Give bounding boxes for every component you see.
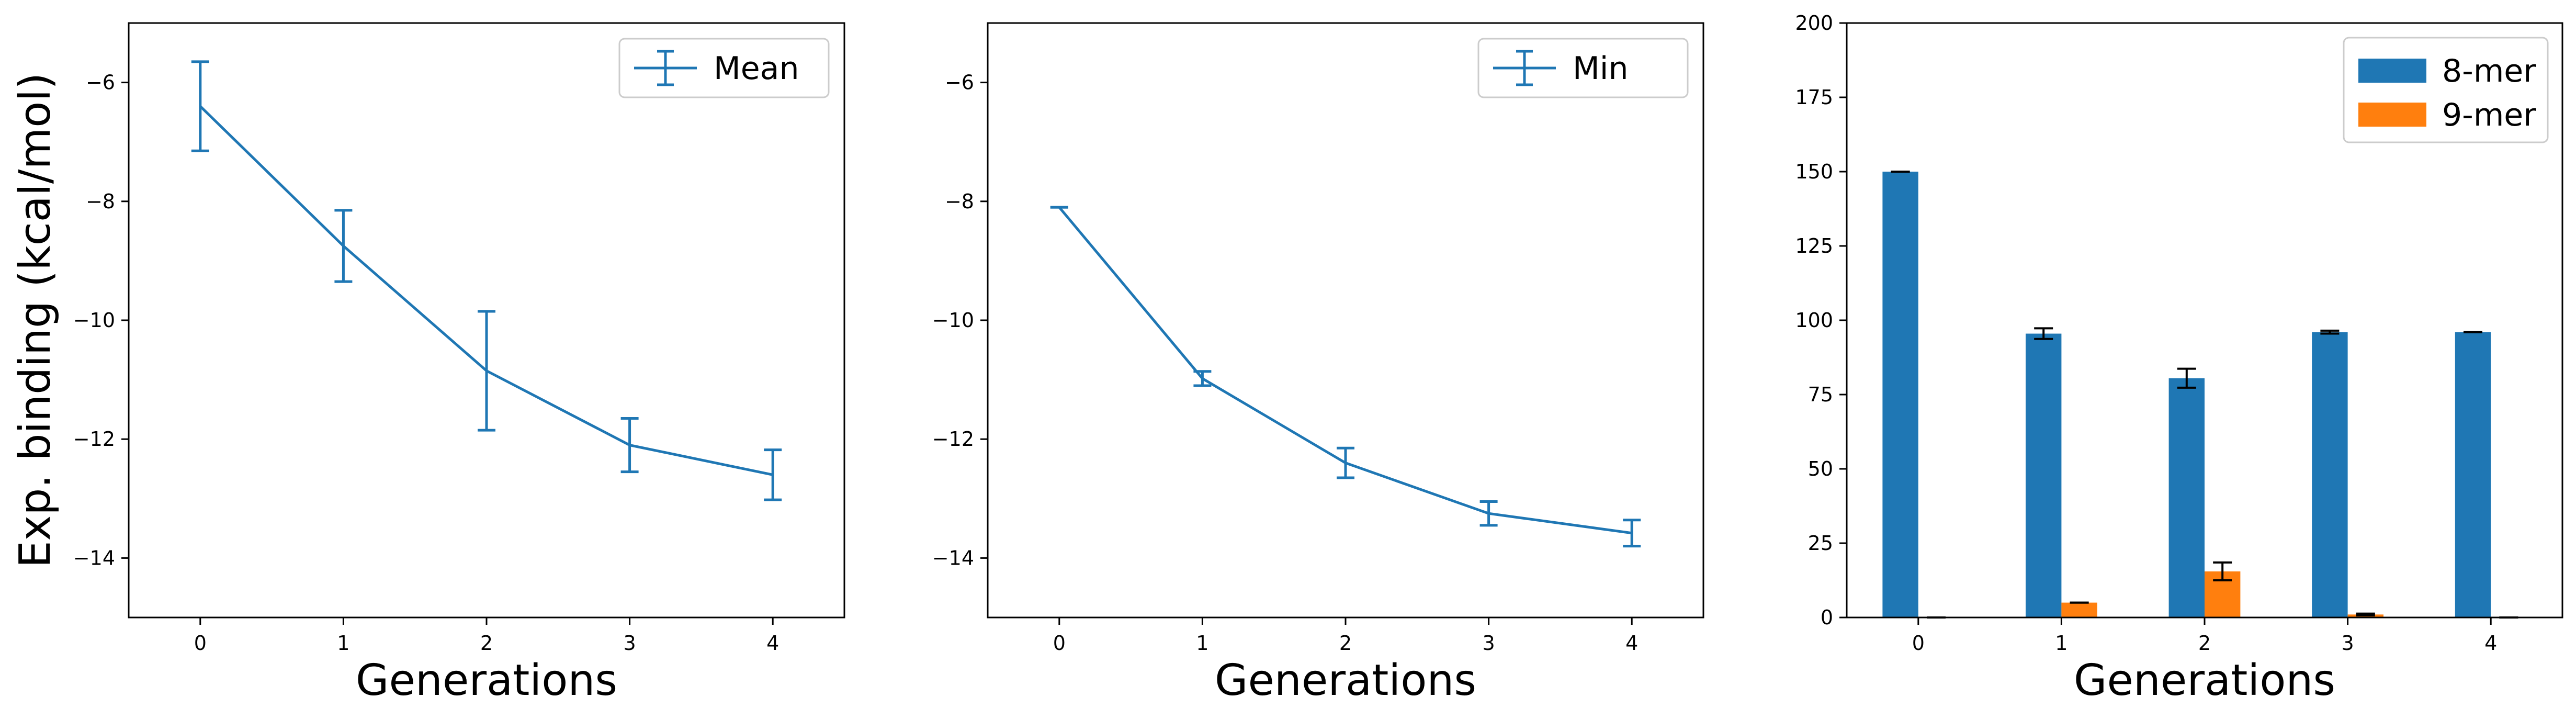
min-y-tick-label: −12: [932, 428, 974, 451]
min-x-tick-label: 2: [1339, 632, 1352, 655]
mean-plot-marks: [191, 60, 782, 501]
mean-y-tick-label: −12: [73, 428, 115, 451]
9mer-legend-label: 9-mer: [2442, 97, 2536, 133]
min-panel: 0 1 2 3 4 −6 −8 −10 −12 −14 Generations Min: [932, 22, 1704, 705]
min-legend: Min: [1477, 38, 1689, 98]
count-y-tick-label: 25: [1808, 532, 1833, 555]
count-x-tick-label: 1: [2055, 632, 2067, 655]
min-legend-label: Min: [1573, 50, 1628, 87]
mean-y-tick-label: −8: [86, 190, 115, 213]
count-plot-ticks: 0 1 2 3 4 0 25 50 75 100 125 150 175 200: [1795, 12, 2497, 655]
min-plot-marks: [1050, 206, 1641, 548]
min-x-tick-label: 1: [1196, 632, 1208, 655]
count-y-tick-label: 50: [1808, 457, 1833, 480]
min-x-axis-label: Generations: [1215, 656, 1476, 705]
y-axis-label: Exp. binding (kcal/mol): [10, 73, 60, 568]
8mer-bar: [2455, 332, 2491, 617]
mean-x-tick-label: 1: [337, 632, 349, 655]
min-x-tick-label: 0: [1053, 632, 1066, 655]
mean-plot-ticks: 0 1 2 3 4 −6 −8 −10 −12 −14: [73, 71, 779, 655]
min-y-tick-label: −6: [945, 71, 974, 94]
count-y-tick-label: 200: [1795, 12, 1833, 35]
count-plot-marks: [1882, 171, 2518, 619]
min-y-tick-label: −8: [945, 190, 974, 213]
mean-legend-label: Mean: [714, 50, 799, 87]
8mer-bar: [2168, 378, 2205, 617]
8mer-legend-swatch: [2358, 59, 2426, 83]
count-x-tick-label: 0: [1912, 632, 1925, 655]
count-x-axis-label: Generations: [2074, 656, 2335, 705]
count-legend: 8-mer 9-mer: [2343, 37, 2549, 143]
min-y-tick-label: −14: [932, 546, 974, 569]
mean-y-tick-label: −6: [86, 71, 115, 94]
mean-x-axis-label: Generations: [356, 656, 617, 705]
mean-y-tick-label: −14: [73, 546, 115, 569]
8mer-bar: [1882, 172, 1918, 617]
min-x-tick-label: 4: [1625, 632, 1638, 655]
mean-x-tick-label: 0: [194, 632, 207, 655]
min-x-tick-label: 3: [1483, 632, 1495, 655]
mean-x-tick-label: 3: [624, 632, 636, 655]
9mer-bar: [2061, 602, 2097, 617]
8mer-bar: [2312, 332, 2348, 617]
count-y-tick-label: 100: [1795, 309, 1833, 332]
count-x-tick-label: 4: [2484, 632, 2497, 655]
count-y-tick-label: 0: [1821, 606, 1833, 629]
mean-legend-box: [618, 38, 830, 98]
min-legend-box: [1477, 38, 1689, 98]
count-x-tick-label: 2: [2198, 632, 2211, 655]
count-y-tick-label: 150: [1795, 160, 1833, 183]
8mer-bar: [2026, 333, 2062, 617]
8mer-legend-label: 8-mer: [2442, 53, 2536, 89]
9mer-legend-swatch: [2358, 103, 2426, 127]
mean-y-tick-label: −10: [73, 309, 115, 332]
count-x-tick-label: 3: [2342, 632, 2354, 655]
count-y-tick-label: 125: [1795, 234, 1833, 257]
mean-legend: Mean: [618, 38, 830, 98]
mean-panel: 0 1 2 3 4 −6 −8 −10 −12 −14 Generations Exp. bind…: [10, 22, 845, 705]
min-y-tick-label: −10: [932, 309, 974, 332]
mean-x-tick-label: 2: [480, 632, 493, 655]
min-plot-ticks: 0 1 2 3 4 −6 −8 −10 −12 −14: [932, 71, 1638, 655]
count-y-tick-label: 175: [1795, 86, 1833, 109]
count-y-tick-label: 75: [1808, 383, 1833, 406]
mean-x-tick-label: 4: [766, 632, 779, 655]
